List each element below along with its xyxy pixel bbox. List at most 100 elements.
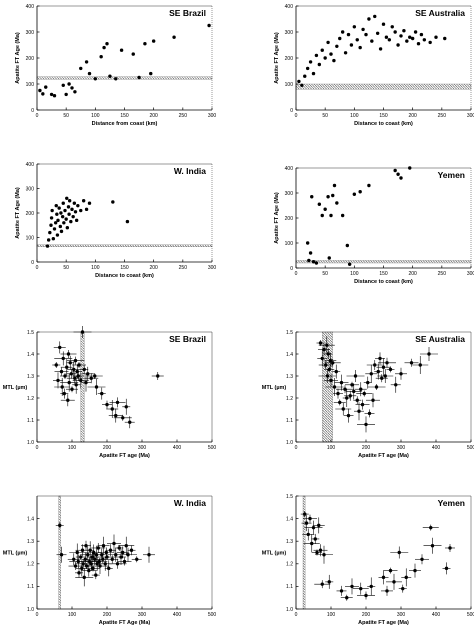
data-point [107, 566, 111, 571]
data-point [95, 562, 99, 566]
data-point [394, 383, 398, 387]
data-point [364, 32, 368, 37]
y-tick-label: 1.5 [27, 330, 34, 336]
data-point [332, 183, 337, 188]
x-tick-label: 300 [397, 612, 406, 618]
data-point [104, 550, 109, 555]
x-tick-label: 300 [208, 265, 217, 271]
panel-title: SE Australia [415, 334, 465, 344]
data-point [86, 553, 90, 557]
data-point [75, 550, 79, 555]
x-tick-label: 0 [36, 265, 39, 271]
data-point [339, 589, 344, 593]
data-point [399, 34, 403, 38]
data-point [345, 596, 349, 600]
data-point [62, 391, 66, 396]
data-point [334, 369, 338, 374]
data-point [327, 256, 331, 260]
data-point [49, 216, 54, 220]
y-tick-label: 0 [290, 266, 293, 272]
data-point [428, 40, 432, 45]
data-point [343, 387, 347, 391]
x-tick-label: 500 [208, 612, 217, 618]
x-tick-label: 250 [179, 265, 188, 271]
chart-panel-4: 0 50 100 150 200 250 300 0 100 200 300 400 Distance … [274, 166, 474, 285]
y-axis-label: MTL (µm) [262, 551, 287, 557]
chart-panel-8: 0 100 200 300 400 500 1.0 1.1 1.2 1.3 1.4 1.5 Apatit… [262, 494, 474, 626]
data-point [60, 385, 64, 389]
x-tick-label: 0 [36, 612, 39, 618]
data-point [73, 358, 78, 363]
data-point [124, 544, 128, 548]
data-point [88, 548, 92, 552]
x-tick-label: 200 [149, 265, 158, 271]
data-point [58, 224, 63, 229]
data-point [335, 44, 339, 48]
y-tick-label: 400 [26, 162, 35, 168]
y-axis-label: Apatite FT Age (Ma) [15, 187, 21, 239]
data-point [358, 45, 362, 50]
data-point [110, 557, 114, 561]
data-point [317, 202, 322, 206]
y-tick-label: 200 [26, 56, 35, 62]
data-point [345, 396, 349, 400]
x-tick-label: 50 [322, 113, 328, 119]
data-point [297, 79, 301, 84]
data-point [397, 550, 401, 555]
data-point [349, 43, 354, 47]
data-point [151, 39, 156, 43]
data-point [353, 374, 358, 378]
data-point [306, 532, 310, 537]
x-tick-label: 50 [322, 271, 328, 277]
data-point [429, 525, 433, 530]
data-point [81, 199, 86, 203]
data-point [325, 343, 329, 347]
data-point [416, 42, 421, 46]
y-tick-label: 1.3 [286, 374, 293, 380]
data-point [369, 372, 373, 376]
data-point [392, 580, 396, 584]
data-point [114, 553, 118, 557]
data-point [99, 55, 103, 59]
data-point [315, 550, 319, 555]
data-point [380, 376, 384, 380]
data-point [101, 557, 105, 561]
data-point [322, 553, 326, 557]
data-point [77, 363, 81, 367]
data-point [108, 74, 112, 78]
data-point [121, 416, 125, 420]
data-point [324, 363, 328, 367]
data-point [79, 208, 83, 213]
data-point [326, 195, 330, 199]
data-point [320, 356, 324, 361]
data-point [65, 365, 69, 369]
data-point [76, 559, 81, 564]
panel-title: W. India [174, 166, 206, 176]
data-point [327, 580, 331, 584]
x-axis-label: Distance to coast (km) [354, 279, 413, 285]
data-point [102, 45, 106, 50]
data-point [71, 214, 75, 219]
data-point [135, 557, 139, 561]
y-tick-label: 300 [285, 191, 294, 197]
x-tick-label: 400 [173, 445, 182, 451]
data-point [79, 378, 83, 383]
data-point [314, 261, 319, 265]
data-point [115, 400, 120, 405]
data-point [48, 230, 52, 235]
data-point [320, 582, 324, 586]
y-tick-label: 1.2 [27, 562, 34, 568]
y-tick-label: 200 [285, 56, 294, 62]
data-point [448, 546, 452, 550]
data-point [90, 555, 95, 559]
data-point [58, 523, 62, 528]
data-point [374, 385, 379, 389]
data-point [408, 35, 412, 39]
data-point [86, 372, 90, 376]
reference-band [36, 76, 213, 80]
data-point [67, 82, 71, 86]
data-point [434, 35, 438, 39]
data-point [87, 568, 91, 573]
data-point [335, 201, 339, 205]
data-point [413, 568, 417, 573]
